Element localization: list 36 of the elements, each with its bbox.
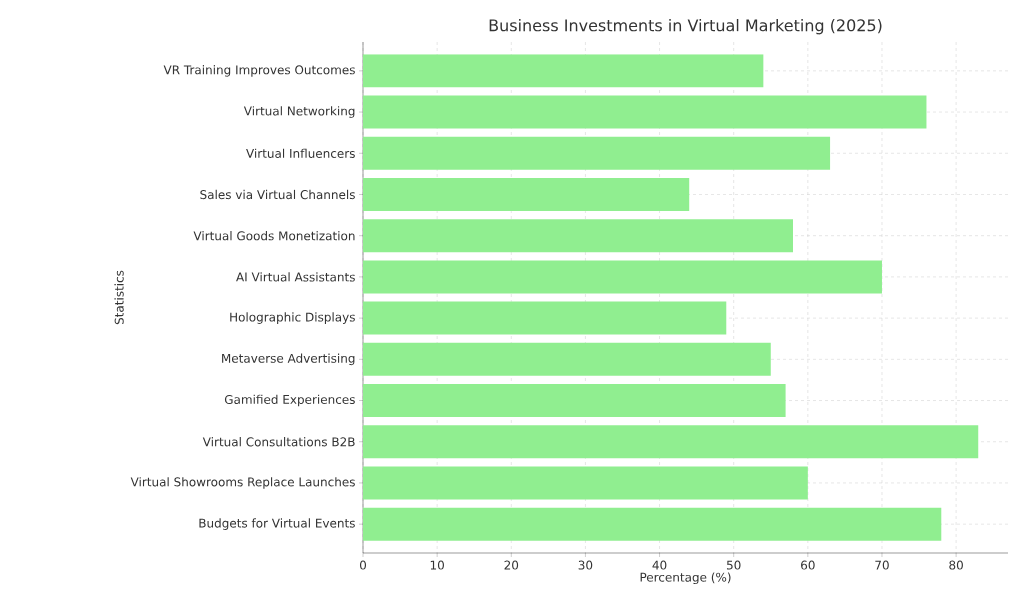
bar: [363, 54, 764, 88]
x-tick-label: 50: [726, 560, 741, 570]
x-tick-label: 40: [652, 560, 667, 570]
x-tick-label: 0: [359, 560, 367, 570]
bar: [363, 260, 882, 294]
x-tick-label: 70: [875, 560, 889, 570]
x-tick-label: 80: [949, 560, 963, 570]
y-tick-label: Sales via Virtual Channels: [200, 189, 355, 200]
y-tick-label: Virtual Showrooms Replace Launches: [130, 477, 355, 489]
chart-title: Business Investments in Virtual Marketing (2025): [489, 18, 882, 35]
x-tick-label: 10: [430, 560, 444, 570]
x-tick-label: 20: [504, 560, 519, 570]
y-tick-label: VR Training Improves Outcomes: [163, 65, 355, 77]
x-axis-title: Percentage (%): [640, 572, 731, 585]
y-tick-label: Gamified Experiences: [224, 394, 355, 407]
y-tick-label: Holographic Displays: [230, 312, 355, 324]
bar: [363, 301, 727, 335]
y-tick-label: AI Virtual Assistants: [236, 272, 355, 282]
bar: [363, 425, 979, 459]
x-tick-label: 30: [578, 560, 593, 570]
y-tick-label: Virtual Influencers: [246, 148, 355, 158]
y-tick-label: Virtual Goods Monetization: [193, 231, 355, 241]
bar: [363, 95, 927, 129]
bar: [363, 136, 831, 170]
bar: [363, 384, 786, 418]
y-tick-label: Virtual Networking: [243, 106, 355, 118]
y-tick-label: Virtual Consultations B2B: [202, 437, 355, 447]
x-tick-label: 60: [801, 560, 815, 570]
bar: [363, 507, 942, 541]
bar: [363, 466, 808, 500]
bar: [363, 342, 771, 376]
bar: [363, 219, 794, 253]
y-tick-label: Metaverse Advertising: [222, 353, 355, 366]
y-tick-label: Budgets for Virtual Events: [199, 518, 355, 530]
bar: [363, 178, 690, 211]
y-axis-title: Statistics: [114, 270, 124, 325]
